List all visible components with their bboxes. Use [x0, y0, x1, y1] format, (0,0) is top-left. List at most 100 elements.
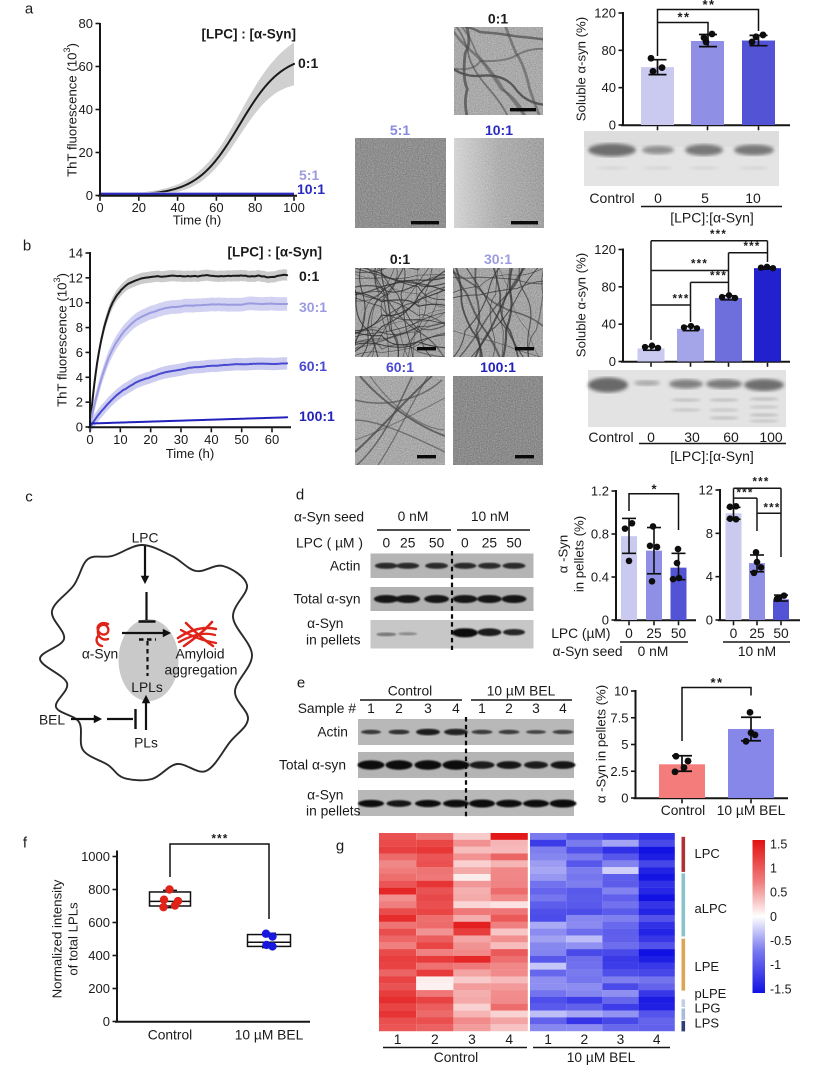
svg-text:BEL: BEL: [39, 713, 65, 728]
svg-text:40: 40: [602, 80, 616, 95]
svg-text:0:1: 0:1: [299, 268, 319, 284]
svg-text:8: 8: [706, 526, 713, 541]
svg-text:0: 0: [609, 354, 616, 369]
svg-text:0: 0: [76, 420, 83, 435]
svg-text:[LPC] : [α-Syn]: [LPC] : [α-Syn]: [227, 245, 322, 260]
svg-text:aLPC: aLPC: [695, 901, 728, 916]
svg-text:0: 0: [647, 429, 655, 445]
svg-text:30:1: 30:1: [299, 299, 327, 315]
svg-text:Control: Control: [388, 684, 432, 699]
svg-text:-0.5: -0.5: [770, 934, 792, 948]
svg-text:120: 120: [594, 6, 616, 21]
svg-text:0:1: 0:1: [390, 251, 410, 267]
svg-text:5:1: 5:1: [390, 122, 410, 138]
svg-text:600: 600: [88, 915, 110, 930]
svg-text:Soluble α-syn (%): Soluble α-syn (%): [574, 17, 589, 121]
svg-text:2.5: 2.5: [610, 764, 628, 779]
svg-text:0:1: 0:1: [488, 11, 508, 27]
svg-text:3: 3: [617, 1032, 625, 1047]
svg-text:1: 1: [478, 701, 486, 716]
svg-text:Actin: Actin: [330, 559, 361, 574]
svg-text:50: 50: [429, 536, 445, 551]
svg-text:***: ***: [710, 229, 727, 241]
svg-text:10: 10: [69, 295, 83, 310]
svg-text:20: 20: [143, 432, 157, 447]
svg-text:**: **: [677, 10, 690, 25]
svg-text:1: 1: [544, 1032, 552, 1047]
svg-text:0: 0: [706, 613, 713, 628]
svg-text:0.4: 0.4: [591, 570, 609, 585]
svg-text:40: 40: [204, 432, 218, 447]
svg-text:4: 4: [505, 1032, 513, 1047]
svg-text:80: 80: [79, 16, 93, 31]
svg-text:60:1: 60:1: [386, 359, 414, 375]
svg-text:0:1: 0:1: [298, 55, 318, 71]
svg-text:***: ***: [710, 271, 727, 283]
svg-text:10 nM: 10 nM: [471, 509, 509, 524]
svg-text:α-Syn seed: α-Syn seed: [553, 644, 623, 659]
svg-text:10: 10: [614, 684, 628, 699]
svg-text:100:1: 100:1: [480, 359, 516, 375]
svg-text:[LPC] : [α-Syn]: [LPC] : [α-Syn]: [201, 27, 296, 42]
svg-text:0: 0: [654, 190, 662, 206]
svg-text:4: 4: [559, 701, 567, 716]
svg-text:0: 0: [730, 626, 738, 641]
svg-text:3: 3: [532, 701, 540, 716]
svg-text:1: 1: [770, 862, 777, 876]
svg-text:7.5: 7.5: [610, 710, 628, 725]
svg-text:in pellets: in pellets: [306, 804, 361, 819]
svg-text:25: 25: [749, 626, 765, 641]
svg-text:ThT fluorescence (103): ThT fluorescence (103): [52, 273, 70, 407]
svg-text:pLPE: pLPE: [695, 986, 727, 1001]
svg-text:120: 120: [594, 242, 616, 257]
svg-text:***: ***: [752, 477, 769, 489]
svg-text:**: **: [710, 675, 723, 690]
svg-text:0 nM: 0 nM: [398, 509, 429, 524]
svg-text:800: 800: [88, 882, 110, 897]
svg-text:2: 2: [395, 701, 403, 716]
svg-text:10 nM: 10 nM: [738, 644, 776, 659]
svg-text:LPS: LPS: [695, 1016, 720, 1031]
svg-text:10 µM BEL: 10 µM BEL: [235, 1028, 304, 1043]
svg-text:Normalized intensity: Normalized intensity: [50, 879, 65, 998]
svg-text:PLs: PLs: [134, 736, 158, 751]
svg-text:10:1: 10:1: [485, 122, 513, 138]
svg-text:LPC: LPC: [695, 846, 720, 861]
svg-text:Sample #: Sample #: [298, 701, 357, 716]
svg-text:10: 10: [745, 190, 761, 206]
svg-text:LPC: LPC: [132, 531, 159, 546]
svg-text:30:1: 30:1: [484, 251, 512, 267]
svg-text:2: 2: [431, 1032, 439, 1047]
svg-text:25: 25: [400, 536, 416, 551]
svg-text:*: *: [651, 482, 657, 497]
svg-text:***: ***: [743, 241, 760, 253]
svg-text:Actin: Actin: [317, 725, 348, 740]
svg-text:4: 4: [452, 701, 460, 716]
svg-text:0: 0: [461, 536, 469, 551]
svg-text:100: 100: [283, 200, 305, 215]
svg-text:80: 80: [248, 200, 262, 215]
svg-text:50: 50: [234, 432, 248, 447]
svg-text:50: 50: [773, 626, 789, 641]
svg-text:60:1: 60:1: [299, 358, 327, 374]
svg-text:***: ***: [672, 294, 689, 306]
svg-text:0: 0: [96, 200, 103, 215]
svg-text:40: 40: [602, 317, 616, 332]
svg-text:Time (h): Time (h): [173, 213, 222, 228]
svg-text:[LPC]:[α-Syn]: [LPC]:[α-Syn]: [670, 448, 754, 464]
svg-text:0: 0: [770, 910, 777, 924]
svg-text:4: 4: [76, 370, 83, 385]
svg-text:10 µM BEL: 10 µM BEL: [567, 1050, 636, 1065]
svg-text:***: ***: [691, 259, 708, 271]
svg-text:0: 0: [602, 613, 609, 628]
svg-text:200: 200: [88, 981, 110, 996]
svg-text:60: 60: [79, 59, 93, 74]
svg-text:Time (h): Time (h): [166, 446, 215, 461]
svg-text:Total α-syn: Total α-syn: [293, 592, 360, 607]
svg-text:60: 60: [723, 429, 739, 445]
svg-text:10 µM BEL: 10 µM BEL: [487, 684, 556, 699]
svg-text:8: 8: [76, 320, 83, 335]
svg-text:10:1: 10:1: [297, 181, 325, 197]
svg-text:10 µM BEL: 10 µM BEL: [717, 803, 786, 818]
svg-text:Control: Control: [589, 190, 634, 206]
